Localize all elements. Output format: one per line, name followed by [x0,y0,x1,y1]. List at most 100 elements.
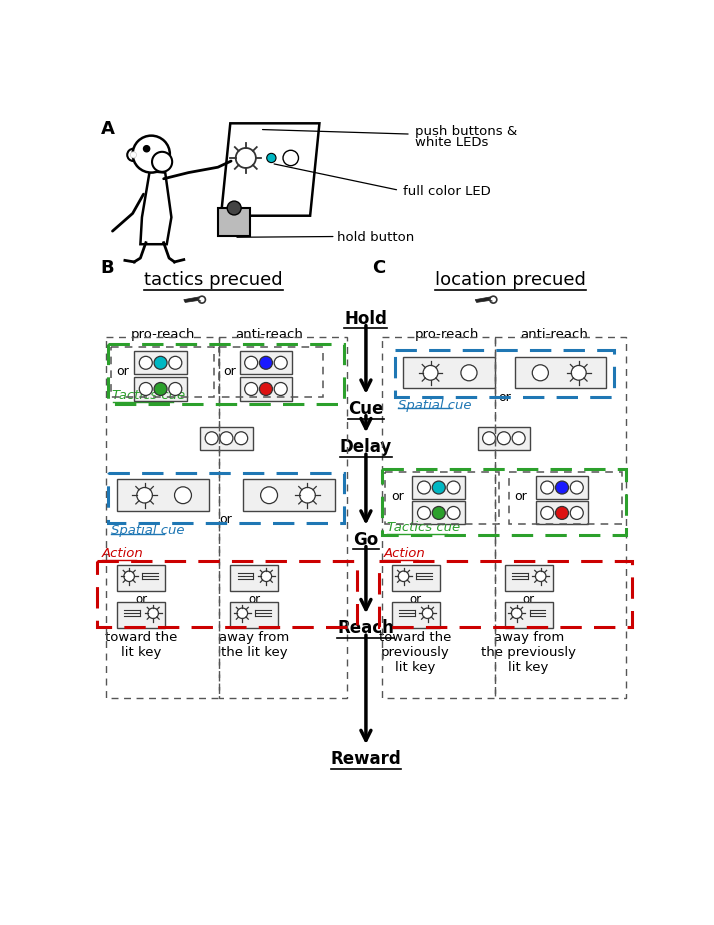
Text: Tactics cue: Tactics cue [387,521,460,534]
Text: Reward: Reward [331,750,401,768]
Circle shape [137,487,152,503]
Circle shape [432,507,446,520]
Bar [391,565,440,591]
Bar [396,350,614,398]
Bar [243,479,335,512]
Circle shape [540,481,554,494]
Bar [413,501,465,524]
Bar [219,347,323,397]
Text: Action: Action [101,547,144,560]
Text: Spatial cue: Spatial cue [111,524,184,537]
Circle shape [461,364,477,381]
Circle shape [483,432,496,445]
Circle shape [418,481,431,494]
Circle shape [570,507,583,520]
Text: pro-reach: pro-reach [131,328,195,341]
Text: or: or [515,490,528,503]
Circle shape [300,487,316,503]
Bar [382,469,625,536]
Circle shape [283,150,298,166]
Circle shape [220,432,233,445]
Bar [496,338,625,697]
Bar [97,561,356,627]
Text: A: A [101,120,115,138]
Bar [108,473,344,523]
Bar [218,208,251,236]
Circle shape [235,432,248,445]
Circle shape [447,507,460,520]
Text: or: or [116,365,129,378]
Bar [505,565,553,591]
Circle shape [169,356,182,369]
Circle shape [237,608,248,619]
Bar [386,472,499,524]
Text: tactics precued: tactics precued [144,271,283,290]
Circle shape [274,383,287,396]
Bar [515,357,606,388]
Bar [106,338,219,697]
Text: white LEDs: white LEDs [415,136,488,149]
Circle shape [422,608,433,619]
Circle shape [205,432,218,445]
Circle shape [148,608,159,619]
Circle shape [131,152,136,158]
Circle shape [498,432,511,445]
Bar [231,565,278,591]
Text: or: or [135,593,147,606]
Bar [508,472,623,524]
Bar [117,565,165,591]
Text: away from
the lit key: away from the lit key [219,631,289,659]
Bar [413,476,465,500]
Text: Action: Action [383,547,426,560]
Circle shape [133,136,170,173]
Bar [111,347,214,397]
Text: or: or [391,490,404,503]
Bar [231,602,278,628]
Text: pro-reach: pro-reach [415,328,480,341]
Text: Reach: Reach [338,619,394,637]
Bar [117,479,208,512]
Text: anti-reach: anti-reach [235,328,303,341]
Circle shape [511,608,522,619]
Bar [403,357,495,388]
Circle shape [245,356,258,369]
Circle shape [423,365,438,380]
Circle shape [570,481,583,494]
Text: or: or [223,365,236,378]
Circle shape [259,383,273,396]
Text: away from
the previously
lit key: away from the previously lit key [481,631,576,673]
Text: C: C [372,259,386,277]
Text: toward the
lit key: toward the lit key [105,631,177,659]
Circle shape [447,481,460,494]
Text: B: B [101,259,114,277]
Circle shape [267,154,276,163]
Circle shape [154,356,167,369]
Circle shape [555,507,568,520]
Circle shape [139,356,152,369]
Text: full color LED: full color LED [403,185,491,198]
Text: or: or [409,593,421,606]
Bar [134,377,187,401]
Circle shape [432,481,446,494]
Bar [382,338,496,697]
Circle shape [198,296,206,303]
Text: or: or [523,593,535,606]
Text: Cue: Cue [348,400,383,418]
Circle shape [555,481,568,494]
Circle shape [169,383,182,396]
Circle shape [418,507,431,520]
Polygon shape [141,171,171,244]
Bar [108,343,344,403]
Text: toward the
previously
lit key: toward the previously lit key [379,631,452,673]
Text: or: or [498,391,511,404]
Text: push buttons &: push buttons & [415,125,517,138]
Bar [117,602,165,628]
Bar [505,602,553,628]
Bar [391,602,440,628]
Circle shape [490,296,497,303]
Bar [240,352,292,375]
Circle shape [532,364,548,381]
Circle shape [536,571,546,582]
Circle shape [152,152,172,172]
Circle shape [174,487,191,503]
